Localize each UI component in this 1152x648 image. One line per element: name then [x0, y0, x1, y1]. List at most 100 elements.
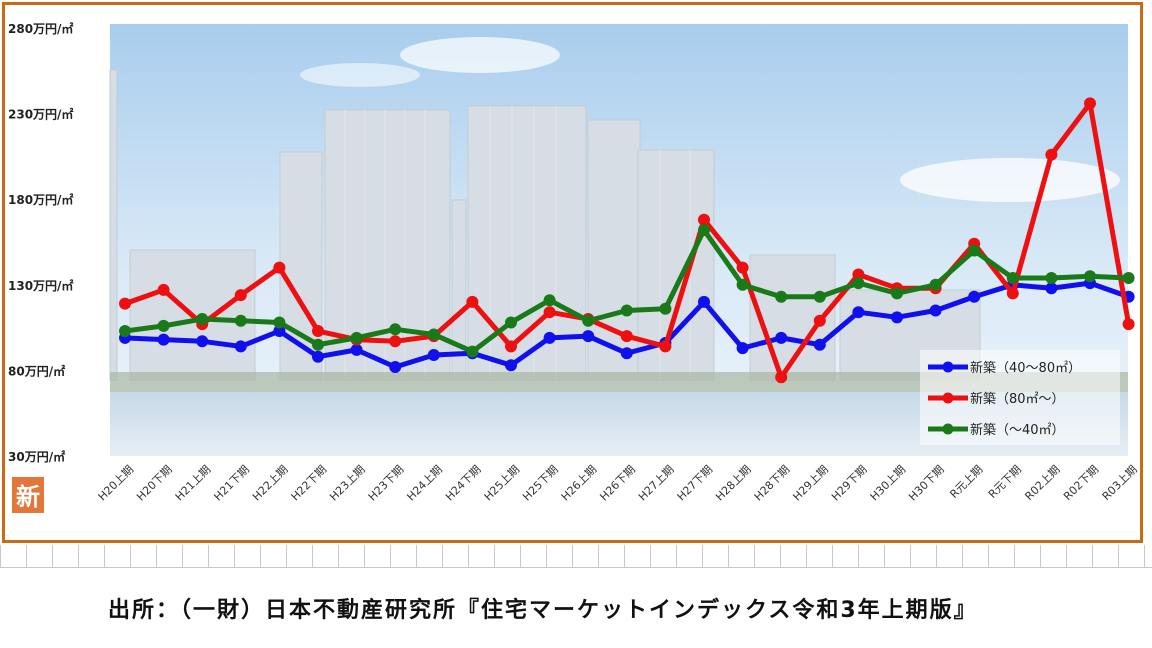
x-tick-label: H26下期: [597, 463, 638, 504]
data-point: [698, 213, 710, 226]
data-point: [273, 325, 286, 338]
x-tick-label: R元下期: [986, 463, 1024, 501]
data-point: [698, 224, 710, 237]
data-point: [157, 333, 170, 346]
x-tick-label: H27下期: [675, 463, 716, 504]
x-tick-label: H24下期: [443, 463, 484, 504]
x-tick-label: H27上期: [636, 463, 677, 504]
data-point: [852, 268, 865, 281]
data-point: [234, 314, 247, 327]
x-tick-label: R02下期: [1061, 463, 1101, 503]
data-point: [659, 340, 672, 353]
data-point: [659, 302, 672, 315]
data-point: [350, 331, 363, 344]
data-point: [119, 297, 131, 310]
line-chart: 30万円/㎡ 80万円/㎡ 130万円/㎡ 180万円/㎡ 230万円/㎡ 280万円/㎡…: [8, 21, 1140, 513]
data-point: [698, 295, 710, 308]
data-point: [1084, 97, 1096, 110]
data-point: [1006, 271, 1019, 284]
data-point: [427, 328, 440, 341]
data-point: [1045, 148, 1058, 161]
series-lines: [119, 97, 1135, 384]
data-point: [891, 287, 903, 300]
data-point: [466, 345, 479, 358]
data-point: [234, 289, 247, 302]
data-point: [1084, 270, 1096, 283]
data-point: [543, 331, 556, 344]
data-point: [157, 319, 170, 332]
x-tick-label: H29下期: [829, 463, 870, 504]
data-point: [813, 290, 826, 303]
data-point: [852, 306, 865, 319]
badge-char: 新: [16, 483, 40, 511]
data-point: [813, 314, 826, 327]
data-point: [427, 348, 440, 361]
data-point: [312, 325, 324, 338]
data-point: [852, 277, 865, 290]
data-point: [543, 306, 556, 319]
data-point: [582, 314, 595, 327]
x-tick-label: H22上期: [250, 463, 291, 504]
x-tick-label: R03上期: [1100, 463, 1140, 503]
data-point: [273, 316, 286, 329]
data-point: [196, 313, 209, 326]
x-tick-label: H26上期: [559, 463, 600, 504]
x-tick-label: H21上期: [173, 463, 214, 504]
legend-label: 新築（～40㎡）: [970, 422, 1065, 438]
data-point: [389, 360, 402, 373]
x-tick-label: R02上期: [1022, 463, 1062, 503]
grid-strip: [0, 545, 1152, 568]
data-point: [736, 278, 749, 291]
x-tick-label: H25上期: [482, 463, 523, 504]
data-point: [620, 330, 633, 343]
data-point: [620, 347, 633, 360]
y-axis-labels: 30万円/㎡ 80万円/㎡ 130万円/㎡ 180万円/㎡ 230万円/㎡ 280万円/㎡: [8, 21, 73, 464]
x-axis-labels: H20上期H20下期H21上期H21下期H22上期H22下期H23上期H23下期…: [96, 463, 1140, 504]
data-point: [775, 290, 788, 303]
data-point: [736, 261, 749, 274]
data-point: [389, 335, 402, 348]
legend-marker: [942, 423, 954, 435]
data-point: [273, 261, 286, 274]
data-point: [1045, 282, 1058, 295]
new-build-badge: 新: [12, 477, 44, 513]
data-point: [620, 304, 633, 317]
legend: 新築（40～80㎡） 新築（80㎡～） 新築（～40㎡）: [920, 350, 1120, 445]
x-tick-label: H21下期: [211, 463, 252, 504]
x-tick-label: R元上期: [947, 463, 985, 501]
x-tick-label: H23上期: [327, 463, 368, 504]
x-tick-label: H20下期: [134, 463, 175, 504]
legend-marker: [942, 361, 954, 373]
data-point: [929, 278, 942, 291]
data-point: [543, 294, 556, 307]
x-tick-label: H30下期: [906, 463, 947, 504]
data-point: [1045, 271, 1058, 284]
x-tick-label: H22下期: [289, 463, 330, 504]
x-tick-label: H20上期: [96, 463, 137, 504]
data-point: [157, 283, 170, 296]
data-point: [891, 311, 903, 324]
y-tick-label: 280万円/㎡: [8, 21, 73, 36]
data-point: [1122, 318, 1135, 331]
legend-marker: [942, 392, 954, 404]
data-point: [350, 343, 363, 356]
x-tick-label: H30上期: [868, 463, 909, 504]
y-tick-label: 130万円/㎡: [8, 278, 73, 293]
data-point: [505, 359, 517, 372]
data-point: [1122, 271, 1135, 284]
y-tick-label: 80万円/㎡: [8, 363, 65, 378]
data-point: [312, 338, 324, 351]
data-point: [582, 330, 595, 343]
x-tick-label: H25下期: [520, 463, 561, 504]
data-point: [968, 290, 981, 303]
data-point: [119, 325, 131, 338]
y-tick-label: 230万円/㎡: [8, 107, 73, 122]
badge-bg: [12, 477, 44, 513]
x-tick-label: H28上期: [713, 463, 754, 504]
data-point: [968, 244, 981, 257]
x-tick-label: H28下期: [752, 463, 793, 504]
x-tick-label: H29上期: [790, 463, 831, 504]
y-tick-label: 180万円/㎡: [8, 192, 73, 207]
data-point: [813, 338, 826, 351]
data-point: [1006, 287, 1019, 300]
